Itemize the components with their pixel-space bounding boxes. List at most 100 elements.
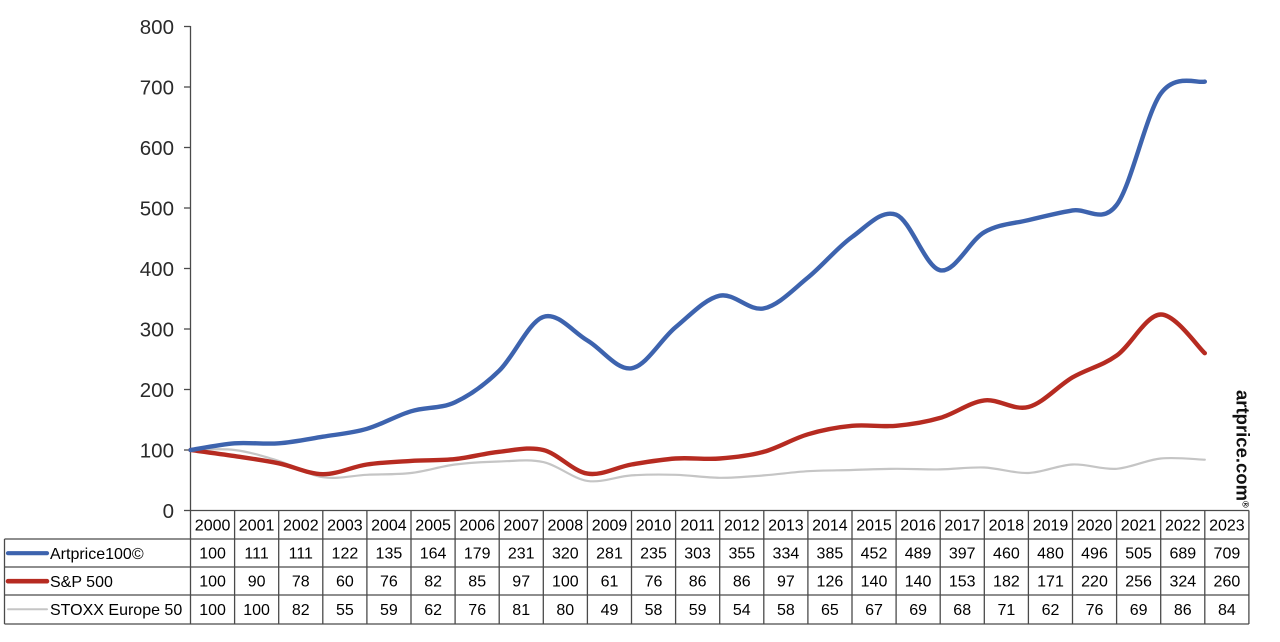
svg-text:54: 54 <box>733 602 751 619</box>
svg-text:220: 220 <box>1081 574 1108 591</box>
svg-text:171: 171 <box>1037 574 1064 591</box>
svg-text:2004: 2004 <box>371 518 407 535</box>
svg-text:80: 80 <box>556 602 574 619</box>
svg-text:STOXX Europe 50: STOXX Europe 50 <box>50 602 182 619</box>
svg-text:2023: 2023 <box>1209 518 1245 535</box>
svg-text:2014: 2014 <box>812 518 848 535</box>
svg-text:400: 400 <box>140 258 174 281</box>
svg-text:86: 86 <box>1174 602 1192 619</box>
svg-text:58: 58 <box>777 602 795 619</box>
svg-text:709: 709 <box>1214 546 1241 563</box>
svg-text:122: 122 <box>332 546 359 563</box>
svg-text:76: 76 <box>380 574 398 591</box>
svg-text:2000: 2000 <box>195 518 231 535</box>
svg-text:700: 700 <box>140 76 174 99</box>
svg-text:397: 397 <box>949 546 976 563</box>
svg-text:140: 140 <box>861 574 888 591</box>
svg-text:97: 97 <box>512 574 530 591</box>
svg-text:71: 71 <box>998 602 1016 619</box>
svg-text:100: 100 <box>140 439 174 462</box>
svg-text:2006: 2006 <box>459 518 495 535</box>
svg-text:496: 496 <box>1081 546 1108 563</box>
svg-text:2010: 2010 <box>636 518 672 535</box>
svg-text:69: 69 <box>909 602 927 619</box>
svg-text:111: 111 <box>289 546 313 563</box>
svg-text:61: 61 <box>601 574 619 591</box>
svg-text:2017: 2017 <box>944 518 980 535</box>
svg-text:65: 65 <box>821 602 839 619</box>
svg-text:100: 100 <box>199 602 226 619</box>
svg-text:68: 68 <box>953 602 971 619</box>
svg-text:2021: 2021 <box>1121 518 1157 535</box>
svg-text:55: 55 <box>336 602 354 619</box>
svg-text:2019: 2019 <box>1033 518 1069 535</box>
svg-text:2012: 2012 <box>724 518 760 535</box>
svg-text:85: 85 <box>468 574 486 591</box>
svg-text:76: 76 <box>1086 602 1104 619</box>
svg-text:334: 334 <box>773 546 800 563</box>
svg-text:260: 260 <box>1214 574 1241 591</box>
svg-text:182: 182 <box>993 574 1020 591</box>
svg-text:100: 100 <box>199 574 226 591</box>
svg-text:81: 81 <box>512 602 530 619</box>
svg-text:76: 76 <box>645 574 663 591</box>
svg-text:62: 62 <box>1042 602 1060 619</box>
svg-text:100: 100 <box>243 602 270 619</box>
svg-text:69: 69 <box>1130 602 1148 619</box>
svg-text:2007: 2007 <box>503 518 539 535</box>
svg-text:86: 86 <box>689 574 707 591</box>
svg-text:60: 60 <box>336 574 354 591</box>
svg-text:2022: 2022 <box>1165 518 1201 535</box>
svg-text:58: 58 <box>645 602 663 619</box>
svg-text:489: 489 <box>905 546 932 563</box>
svg-text:59: 59 <box>689 602 707 619</box>
svg-text:84: 84 <box>1218 602 1236 619</box>
svg-text:78: 78 <box>292 574 310 591</box>
svg-text:480: 480 <box>1037 546 1064 563</box>
svg-text:49: 49 <box>601 602 619 619</box>
svg-text:505: 505 <box>1125 546 1152 563</box>
svg-text:2016: 2016 <box>900 518 936 535</box>
svg-text:179: 179 <box>464 546 491 563</box>
svg-text:689: 689 <box>1169 546 1196 563</box>
svg-text:135: 135 <box>376 546 403 563</box>
svg-text:S&P 500: S&P 500 <box>50 574 113 591</box>
svg-text:67: 67 <box>865 602 883 619</box>
svg-text:300: 300 <box>140 318 174 341</box>
svg-text:0: 0 <box>163 500 174 523</box>
svg-text:2009: 2009 <box>592 518 628 535</box>
svg-text:2020: 2020 <box>1077 518 1113 535</box>
svg-text:2001: 2001 <box>239 518 275 535</box>
svg-text:385: 385 <box>817 546 844 563</box>
svg-text:452: 452 <box>861 546 888 563</box>
svg-text:2013: 2013 <box>768 518 804 535</box>
svg-text:281: 281 <box>596 546 623 563</box>
svg-text:Artprice100©: Artprice100© <box>50 546 144 563</box>
svg-text:2011: 2011 <box>680 518 715 535</box>
svg-text:600: 600 <box>140 137 174 160</box>
svg-text:126: 126 <box>817 574 844 591</box>
svg-text:355: 355 <box>728 546 755 563</box>
svg-text:100: 100 <box>199 546 226 563</box>
svg-text:200: 200 <box>140 379 174 402</box>
svg-text:76: 76 <box>468 602 486 619</box>
svg-text:2005: 2005 <box>415 518 451 535</box>
svg-text:82: 82 <box>292 602 310 619</box>
svg-text:86: 86 <box>733 574 751 591</box>
svg-text:800: 800 <box>140 16 174 39</box>
svg-text:2003: 2003 <box>327 518 363 535</box>
svg-text:90: 90 <box>248 574 266 591</box>
svg-text:2008: 2008 <box>548 518 584 535</box>
svg-text:303: 303 <box>684 546 711 563</box>
svg-text:97: 97 <box>777 574 795 591</box>
svg-text:62: 62 <box>424 602 442 619</box>
svg-text:153: 153 <box>949 574 976 591</box>
svg-text:100: 100 <box>552 574 579 591</box>
svg-text:82: 82 <box>424 574 442 591</box>
svg-text:59: 59 <box>380 602 398 619</box>
svg-text:256: 256 <box>1125 574 1152 591</box>
svg-text:2002: 2002 <box>283 518 319 535</box>
svg-text:235: 235 <box>640 546 667 563</box>
svg-text:231: 231 <box>508 546 535 563</box>
svg-text:460: 460 <box>993 546 1020 563</box>
